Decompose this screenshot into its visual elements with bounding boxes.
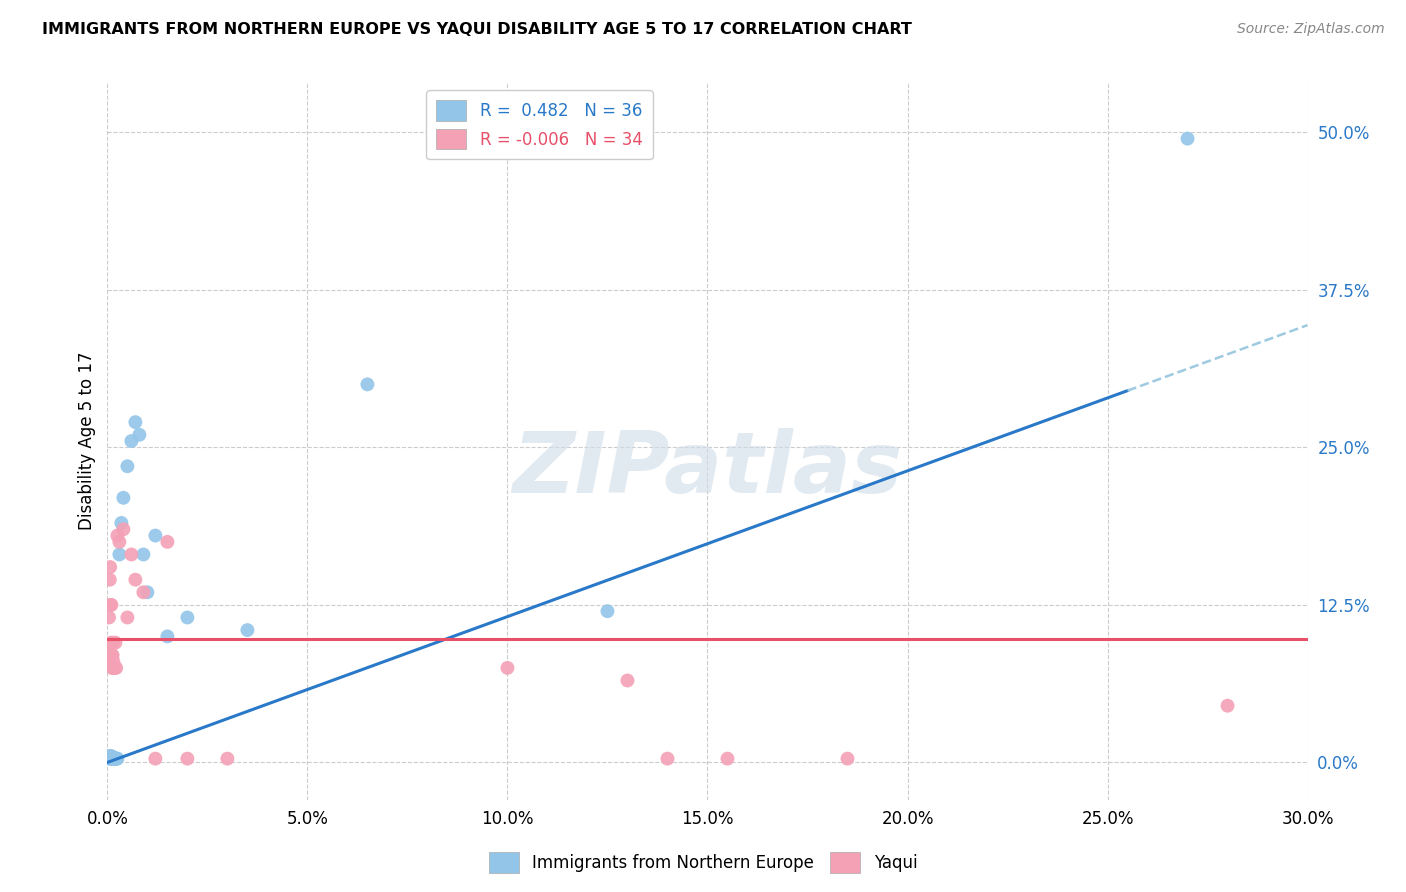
Point (217, 751, 239, 765)
Point (98, 610, 121, 624)
Legend: R =  0.482   N = 36, R = -0.006   N = 34: R = 0.482 N = 36, R = -0.006 N = 34 (426, 90, 652, 160)
Point (98, 648, 121, 663)
Point (97, 648, 120, 663)
Point (596, 604, 619, 618)
Point (132, 548, 155, 562)
Point (156, 534, 179, 549)
Point (104, 751, 127, 765)
Point (98, 751, 121, 765)
Point (112, 491, 135, 505)
Point (105, 528, 128, 542)
Point (105, 661, 128, 675)
Point (128, 427, 150, 442)
Point (105, 751, 128, 765)
Point (98, 573, 121, 587)
Point (496, 661, 519, 675)
Point (176, 610, 198, 624)
Point (104, 751, 127, 765)
Point (101, 751, 124, 765)
Point (100, 636, 122, 650)
Legend: Immigrants from Northern Europe, Yaqui: Immigrants from Northern Europe, Yaqui (482, 846, 924, 880)
Point (124, 415, 146, 429)
Point (120, 548, 142, 562)
Point (103, 661, 125, 675)
Y-axis label: Disability Age 5 to 17: Disability Age 5 to 17 (79, 351, 96, 531)
Point (136, 585, 159, 599)
Point (98, 560, 121, 574)
Point (716, 751, 738, 765)
Point (100, 598, 122, 612)
Point (103, 655, 125, 669)
Point (1216, 698, 1239, 713)
Point (103, 751, 125, 765)
Point (103, 661, 125, 675)
Point (101, 751, 124, 765)
Point (657, 751, 679, 765)
Point (101, 636, 124, 650)
Point (105, 751, 128, 765)
Point (98, 751, 121, 765)
Point (616, 673, 638, 688)
Point (105, 751, 128, 765)
Point (110, 516, 132, 530)
Text: IMMIGRANTS FROM NORTHERN EUROPE VS YAQUI DISABILITY AGE 5 TO 17 CORRELATION CHAR: IMMIGRANTS FROM NORTHERN EUROPE VS YAQUI… (42, 22, 912, 37)
Point (236, 623, 259, 637)
Point (356, 377, 378, 392)
Point (103, 751, 125, 765)
Point (97, 749, 120, 764)
Point (837, 751, 859, 765)
Point (124, 573, 146, 587)
Point (108, 534, 131, 549)
Point (100, 749, 122, 764)
Point (132, 585, 155, 599)
Text: ZIPatlas: ZIPatlas (512, 428, 903, 511)
Point (103, 751, 125, 765)
Point (112, 522, 135, 536)
Point (117, 610, 139, 624)
Text: Source: ZipAtlas.com: Source: ZipAtlas.com (1237, 22, 1385, 37)
Point (101, 648, 124, 663)
Point (101, 751, 124, 765)
Point (145, 528, 167, 542)
Point (100, 598, 122, 612)
Point (120, 434, 142, 448)
Point (101, 751, 124, 765)
Point (117, 459, 139, 474)
Point (145, 751, 167, 765)
Point (101, 648, 124, 663)
Point (176, 751, 198, 765)
Point (104, 751, 127, 765)
Point (104, 636, 127, 650)
Point (103, 751, 125, 765)
Point (156, 629, 179, 643)
Point (108, 548, 131, 562)
Point (100, 749, 122, 764)
Point (1177, 131, 1199, 145)
Point (100, 751, 122, 765)
Point (101, 661, 124, 675)
